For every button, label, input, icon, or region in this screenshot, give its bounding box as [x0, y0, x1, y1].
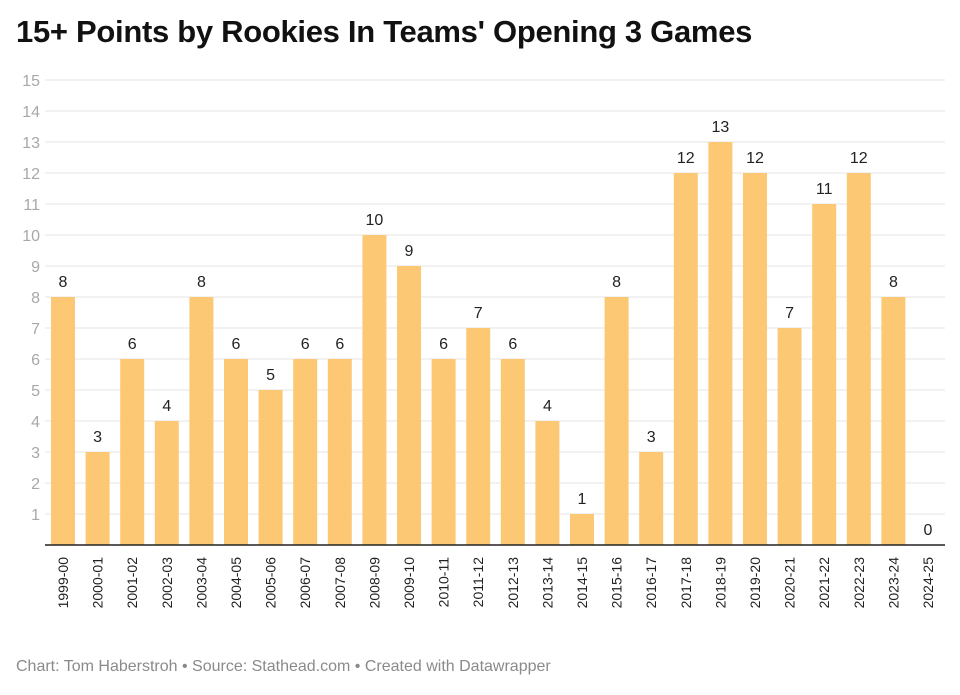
x-tick-label: 2015-16: [609, 557, 625, 609]
bar: [500, 359, 525, 545]
bar: [85, 452, 110, 545]
y-tick-label: 8: [31, 290, 40, 307]
bar: [570, 514, 594, 545]
y-tick-label: 6: [31, 352, 40, 369]
y-tick-label: 5: [31, 383, 40, 400]
x-tick-label: 2024-25: [920, 557, 936, 609]
bar: [154, 421, 179, 545]
data-label: 6: [508, 336, 517, 353]
chart-title: 15+ Points by Rookies In Teams' Opening …: [16, 14, 753, 49]
data-label: 10: [366, 212, 384, 229]
bar: [639, 452, 664, 545]
data-label: 6: [301, 336, 310, 353]
y-tick-label: 13: [22, 135, 40, 152]
y-tick-label: 14: [22, 104, 40, 121]
y-tick-label: 12: [22, 166, 40, 183]
bar: [812, 204, 837, 545]
data-label: 11: [816, 181, 833, 198]
x-tick-label: 2006-07: [297, 557, 313, 609]
bar: [431, 359, 456, 545]
data-label: 8: [59, 274, 68, 291]
y-tick-label: 11: [23, 197, 40, 214]
data-label: 0: [924, 522, 933, 539]
data-label: 12: [850, 150, 868, 167]
x-tick-label: 2016-17: [643, 557, 659, 609]
data-label: 8: [889, 274, 898, 291]
data-label: 4: [162, 398, 171, 415]
y-tick-label: 3: [31, 445, 40, 462]
data-label: 3: [647, 429, 656, 446]
bar: [224, 359, 248, 545]
bar: [362, 235, 387, 545]
y-tick-label: 9: [31, 259, 40, 276]
data-label: 3: [93, 429, 102, 446]
data-label: 9: [405, 243, 414, 260]
x-tick-label: 2007-08: [332, 557, 348, 609]
y-tick-label: 1: [31, 507, 40, 524]
y-tick-label: 2: [31, 476, 40, 493]
bar: [466, 328, 491, 545]
bar: [708, 142, 733, 545]
x-tick-label: 2001-02: [124, 557, 140, 609]
x-tick-label: 2004-05: [228, 557, 244, 609]
x-tick-label: 2013-14: [539, 557, 555, 609]
bar: [673, 173, 698, 545]
x-tick-label: 2012-13: [505, 557, 521, 609]
data-label: 1: [578, 491, 587, 508]
x-tick-label: 2014-15: [574, 557, 590, 609]
data-label: 13: [712, 119, 730, 136]
x-tick-label: 2022-23: [851, 557, 867, 609]
bar: [777, 328, 802, 545]
data-label: 6: [128, 336, 137, 353]
bar: [397, 266, 421, 545]
y-tick-label: 7: [31, 321, 40, 338]
bar: [535, 421, 560, 545]
bar: [293, 359, 318, 545]
x-tick-label: 2000-01: [90, 557, 106, 609]
data-label: 7: [474, 305, 483, 322]
y-tick-label: 15: [22, 73, 40, 90]
x-tick-label: 2017-18: [678, 557, 694, 609]
data-label: 7: [785, 305, 794, 322]
y-tick-label: 4: [31, 414, 40, 431]
data-label: 8: [612, 274, 621, 291]
data-label: 4: [543, 398, 552, 415]
x-tick-label: 2021-22: [816, 557, 832, 609]
bar: [604, 297, 629, 545]
x-tick-label: 2019-20: [747, 557, 763, 609]
x-tick-label: 2020-21: [782, 557, 798, 609]
data-label: 5: [266, 367, 275, 384]
bar: [120, 359, 145, 545]
bar: [743, 173, 767, 545]
data-label: 8: [197, 274, 206, 291]
data-label: 6: [335, 336, 344, 353]
data-label: 12: [746, 150, 764, 167]
bar: [327, 359, 352, 545]
chart-footer: Chart: Tom Haberstroh • Source: Stathead…: [16, 658, 551, 675]
x-tick-label: 2023-24: [885, 557, 901, 609]
y-tick-label: 10: [22, 228, 40, 245]
data-label: 12: [677, 150, 695, 167]
x-tick-label: 2011-12: [470, 557, 486, 608]
x-tick-label: 2002-03: [159, 557, 175, 609]
x-tick-label: 2010-11: [436, 557, 452, 608]
x-tick-label: 2009-10: [401, 557, 417, 609]
bar: [189, 297, 214, 545]
x-tick-label: 1999-00: [55, 557, 71, 609]
data-label: 6: [439, 336, 448, 353]
x-tick-label: 2005-06: [263, 557, 279, 609]
x-tick-label: 2003-04: [193, 557, 209, 609]
bar: [881, 297, 906, 545]
bar: [846, 173, 871, 545]
x-tick-label: 2018-19: [712, 557, 728, 609]
bar: [51, 297, 75, 545]
data-label: 6: [232, 336, 241, 353]
x-tick-label: 2008-09: [366, 557, 382, 609]
bar: [258, 390, 283, 545]
